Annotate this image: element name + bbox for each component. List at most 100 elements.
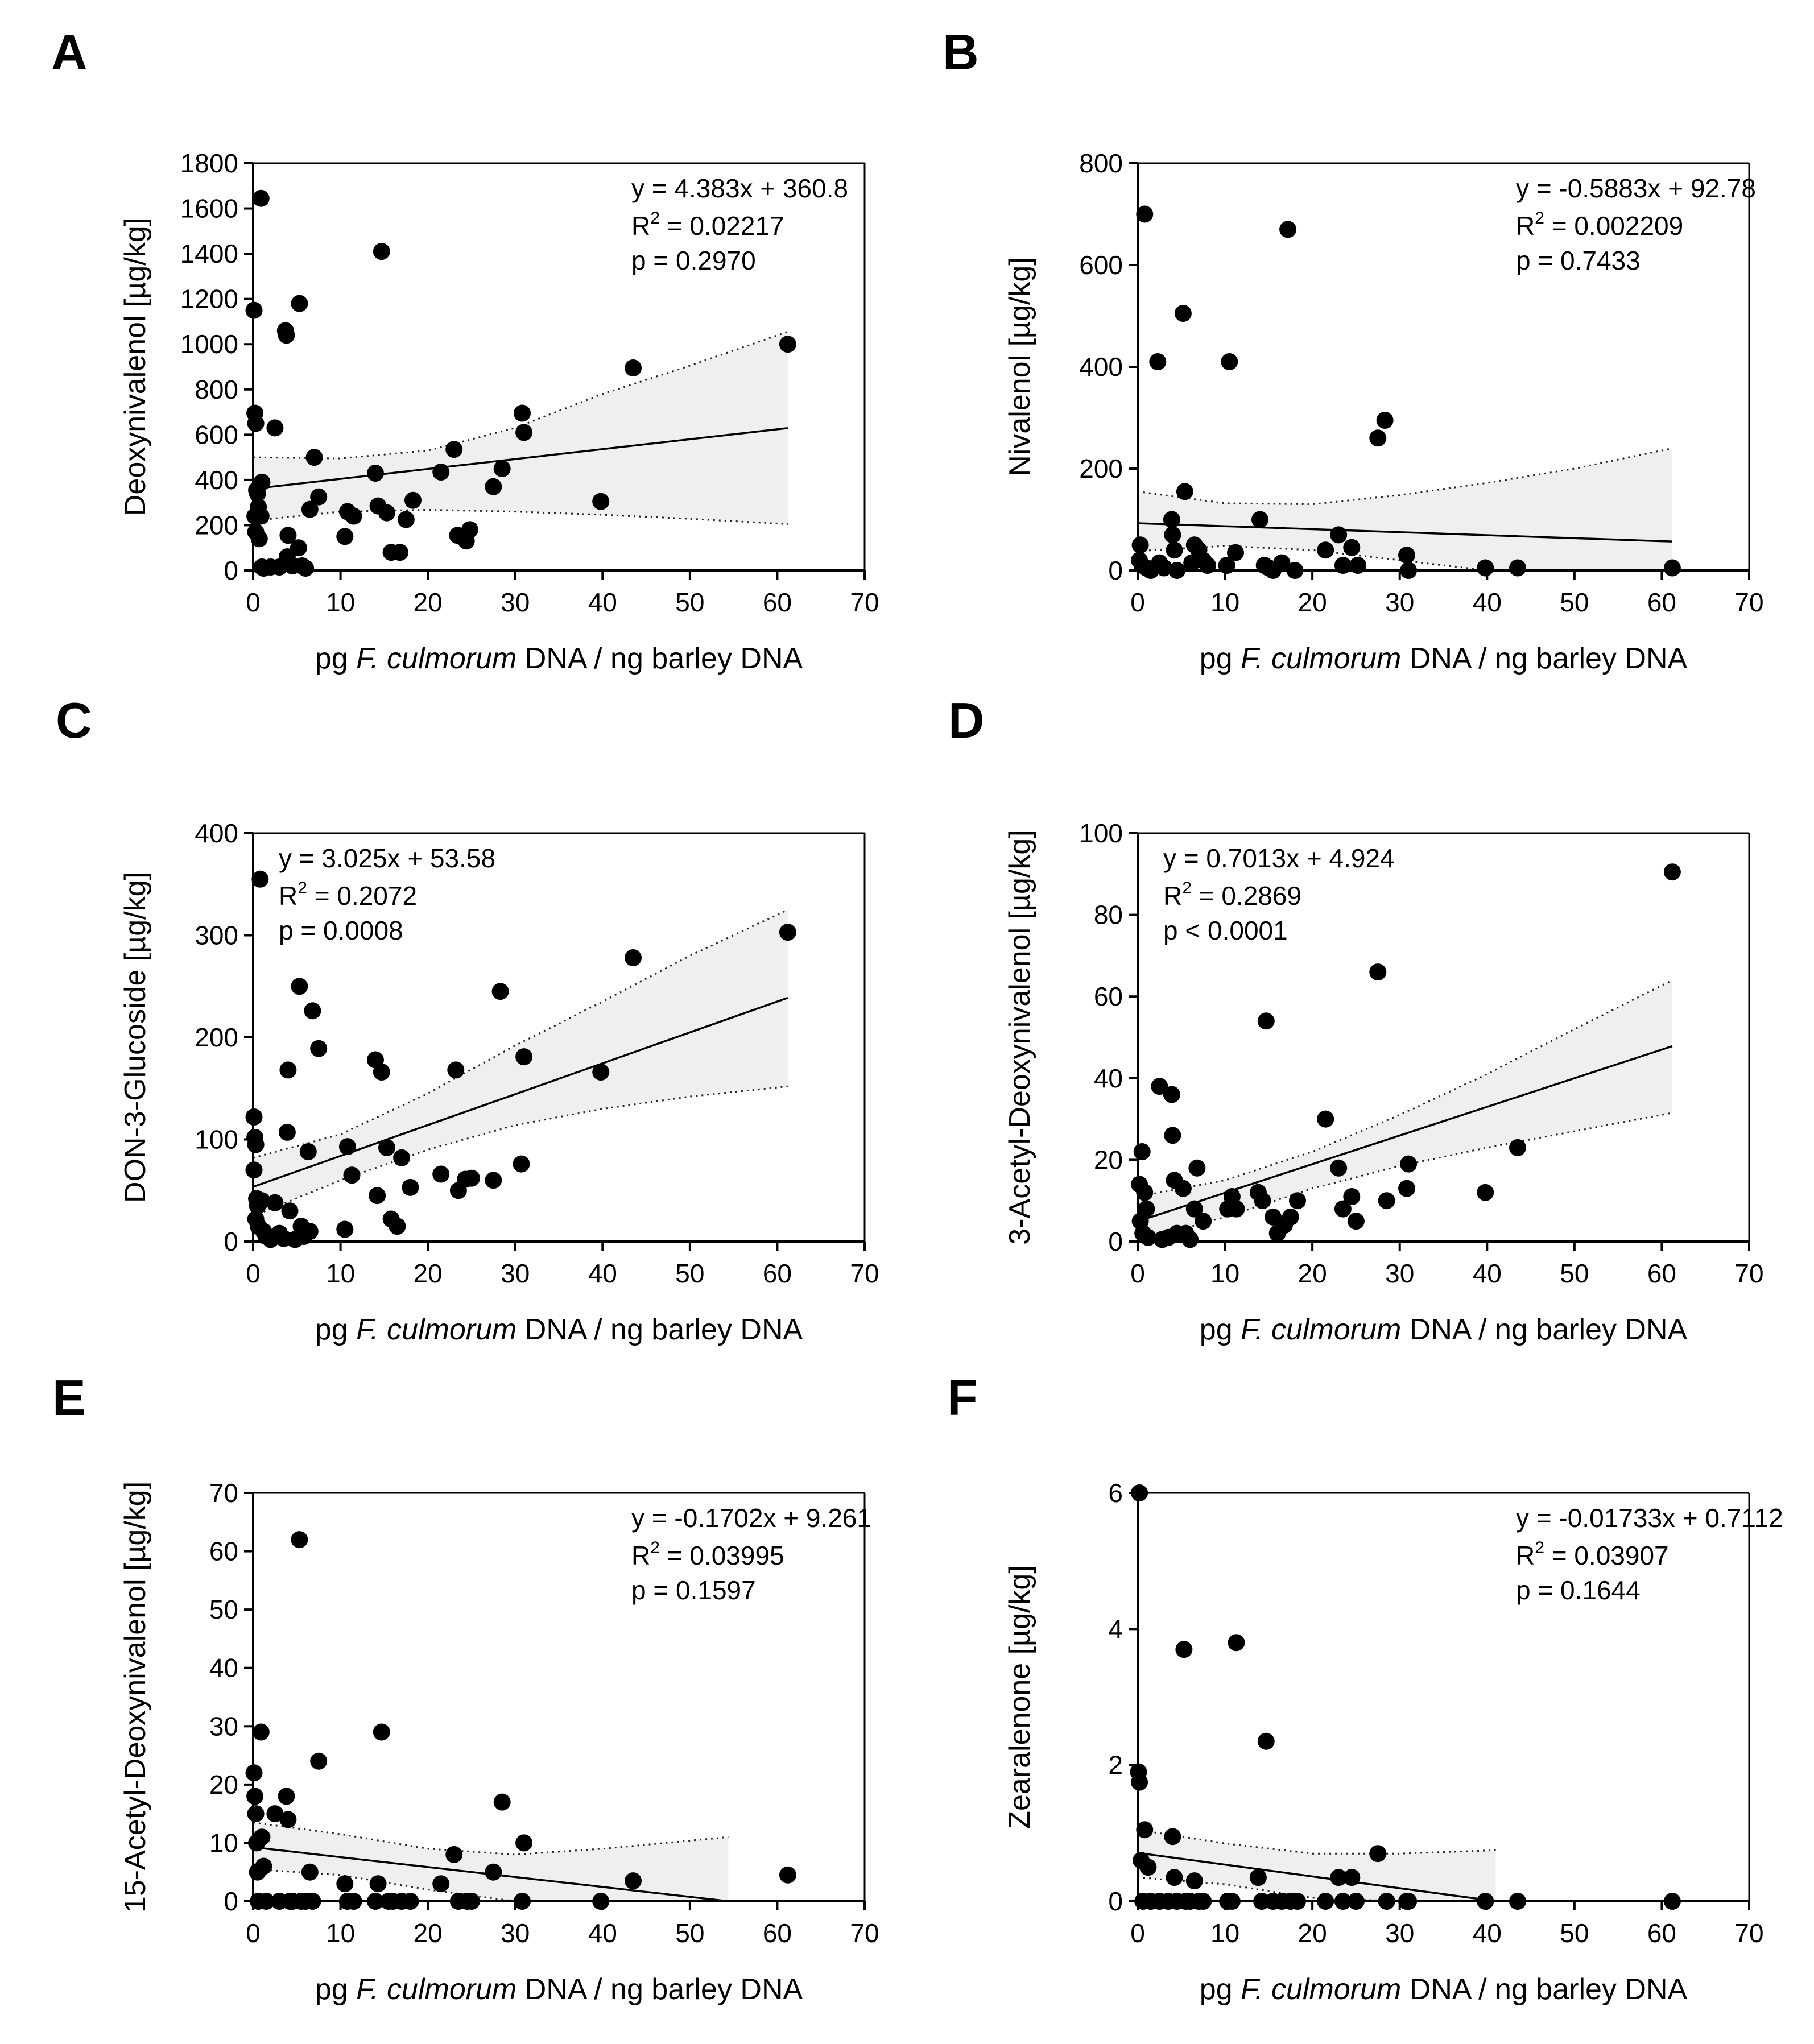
data-point [1155,559,1173,577]
data-point [1330,1869,1348,1886]
x-tick-label: 50 [675,587,704,617]
p-value: p = 0.1597 [631,1575,756,1605]
data-point [1663,559,1681,577]
data-point [1228,1634,1245,1652]
r-squared-superscript: 2 [1535,209,1544,227]
y-tick-label: 10 [209,1828,238,1857]
data-point [1317,1110,1334,1128]
y-axis-title: Deoxynivalenol [µg/kg] [119,218,152,516]
data-point [779,924,796,941]
data-point [1369,1845,1387,1863]
data-point [1199,557,1216,574]
y-tick-label: 1000 [180,329,238,359]
data-point [625,1872,642,1890]
r-squared-value: = 0.2869 [1192,881,1301,911]
y-tick-label: 200 [195,1023,238,1052]
x-axis-title-post: DNA / ng barley DNA [516,1973,803,2006]
regression-line [253,427,788,490]
data-point [253,473,271,491]
data-point [1136,1821,1154,1839]
confidence-band [1138,980,1672,1242]
data-point [397,511,415,528]
x-axis-title-post: DNA / ng barley DNA [1401,1313,1687,1346]
y-tick-label: 60 [1094,982,1123,1011]
x-tick-label: 0 [1130,1918,1145,1948]
x-axis-title: pg F. culmorum DNA / ng barley DNA [1200,642,1688,675]
r-squared-symbol: R [1163,881,1182,911]
data-point [1166,541,1183,559]
chart-panel-d: D 0 10 20 30 40 50 60 70 0 20 40 60 80 100 y = 0.7013x … [948,692,1764,1346]
data-point [299,1143,317,1160]
ci-upper-line [1137,1828,1496,1855]
data-point [391,544,408,561]
data-point [1257,1012,1275,1030]
data-point [404,491,422,509]
y-axis-title: 3-Acetyl-Deoxynivalenol [µg/kg] [1003,830,1036,1244]
data-point [1131,536,1149,554]
data-point [1151,1078,1168,1095]
data-point [1228,1200,1245,1218]
data-point [1195,1893,1212,1910]
regression-line [1137,522,1672,543]
data-point [1174,305,1192,322]
y-tick-label: 0 [224,556,238,585]
x-tick-label: 10 [326,1918,355,1948]
data-point [252,507,270,525]
r-squared-symbol: R [631,211,650,241]
data-point [279,1061,297,1079]
data-point [493,460,511,477]
data-point [1227,544,1244,561]
data-point [485,1863,502,1881]
data-point [1257,1732,1275,1750]
confidence-band [253,1822,729,1901]
data-point [1400,562,1418,579]
r-squared-superscript: 2 [297,879,307,897]
data-point [1164,1828,1181,1846]
x-tick-label: 20 [1298,1918,1327,1948]
data-point [1289,1893,1306,1910]
data-point [1509,559,1526,577]
data-point [1286,562,1304,579]
x-tick-label: 60 [763,587,792,617]
data-point [1249,1869,1267,1886]
r-squared-superscript: 2 [650,209,660,227]
y-tick-label: 1600 [180,194,238,224]
data-point [445,1846,463,1863]
r-squared: R2 = 0.03907 [1516,1538,1669,1570]
data-point [278,326,295,344]
x-tick-label: 20 [414,1918,443,1948]
x-axis-title-species: F. culmorum [1241,642,1401,675]
data-point [491,983,509,1000]
x-tick-label: 40 [1473,1259,1502,1288]
data-point [1330,1159,1348,1177]
data-point [246,1788,264,1805]
data-point [245,1108,263,1126]
x-axis-title: pg F. culmorum DNA / ng barley DNA [1200,1313,1688,1346]
data-point [301,500,319,518]
x-tick-label: 60 [763,1259,792,1288]
x-axis-title: pg F. culmorum DNA / ng barley DNA [315,642,803,675]
data-point [301,1223,319,1240]
data-point [266,419,284,437]
data-point [461,521,478,539]
data-point [1343,1188,1361,1205]
data-point [1188,1159,1206,1177]
data-point [1347,1893,1365,1910]
r-squared: R2 = 0.03995 [631,1538,784,1570]
data-point [373,1064,390,1081]
y-axis-title: Nivalenol [µg/kg] [1003,257,1036,476]
panel-letter: F [947,1369,978,1426]
x-axis-title: pg F. culmorum DNA / ng barley DNA [315,1973,803,2006]
data-point [310,1040,328,1057]
y-tick-label: 600 [1079,250,1123,280]
x-tick-label: 20 [414,1259,443,1288]
data-point [345,1893,362,1910]
data-point [1343,539,1361,556]
data-point [1317,541,1334,559]
data-point [1174,1180,1192,1197]
data-point [367,1893,384,1910]
y-tick-label: 1200 [180,284,238,314]
x-axis-title-pre: pg [1200,642,1241,675]
data-point [301,1863,319,1881]
y-tick-label: 400 [195,818,238,848]
